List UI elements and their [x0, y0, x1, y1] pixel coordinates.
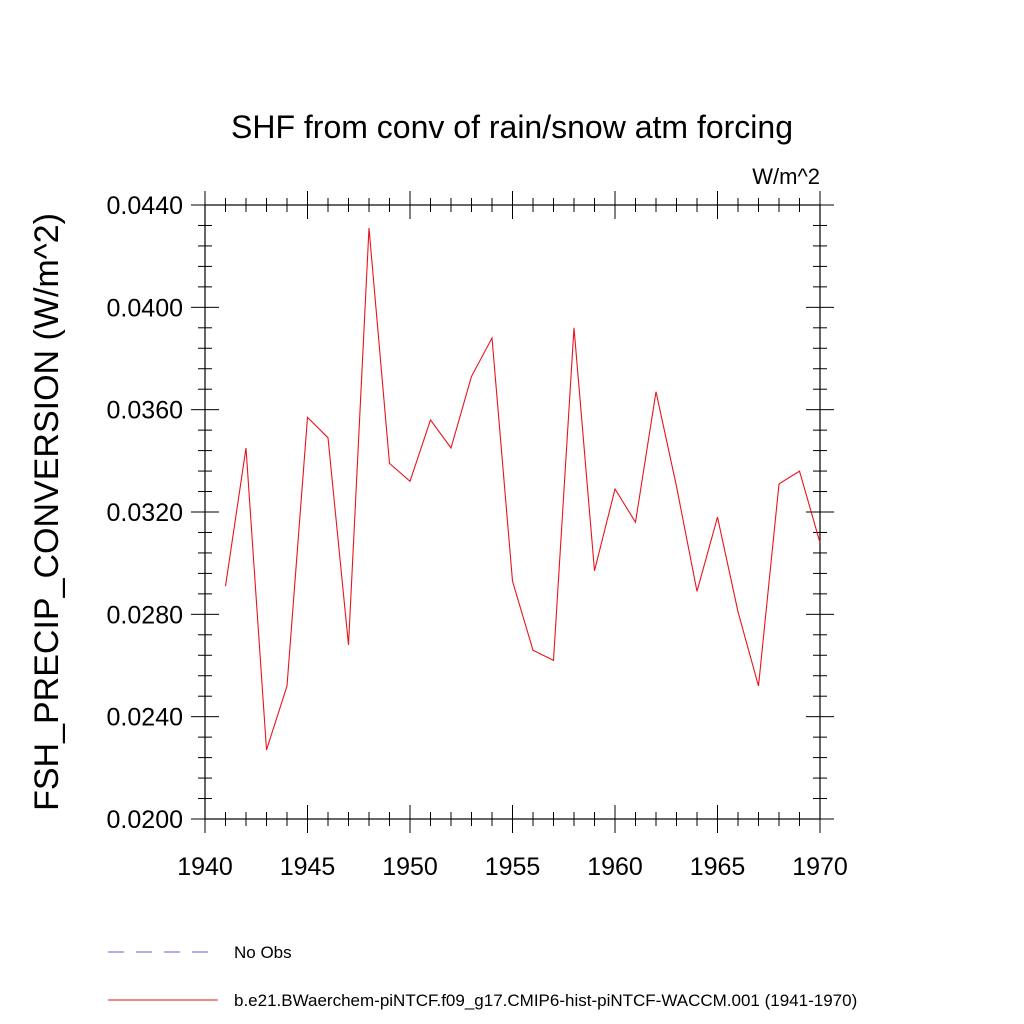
x-tick-label: 1955	[485, 853, 541, 881]
x-tick-label: 1960	[587, 853, 643, 881]
series-line	[224, 227, 821, 751]
chart-title: SHF from conv of rain/snow atm forcing	[231, 109, 793, 145]
x-tick-label: 1945	[280, 853, 336, 881]
units-label: W/m^2	[752, 164, 820, 189]
y-tick-label: 0.0440	[107, 192, 183, 220]
y-tick-label: 0.0200	[107, 806, 183, 834]
plot-frame	[204, 204, 821, 820]
y-tick-label: 0.0320	[107, 499, 183, 527]
y-tick-label: 0.0360	[107, 397, 183, 425]
legend: No Obs b.e21.BWaerchem-piNTCF.f09_g17.CMI…	[108, 943, 857, 1010]
x-tick-label: 1965	[690, 853, 746, 881]
y-tick-label: 0.0400	[107, 294, 183, 322]
x-tick-label: 1950	[382, 853, 438, 881]
axis-ticks	[191, 191, 834, 833]
x-tick-label: 1970	[792, 853, 848, 881]
y-axis-label: FSH_PRECIP_CONVERSION (W/m^2)	[28, 213, 66, 811]
axis-tick-labels: 1940 1945 1950 1955 1960 1965 1970 0.0200 0.0240…	[107, 192, 848, 881]
data-series	[224, 227, 821, 751]
y-tick-label: 0.0280	[107, 601, 183, 629]
x-tick-label: 1940	[177, 853, 233, 881]
y-tick-label: 0.0240	[107, 704, 183, 732]
legend-label: No Obs	[234, 943, 292, 962]
legend-label: b.e21.BWaerchem-piNTCF.f09_g17.CMIP6-his…	[234, 991, 857, 1010]
